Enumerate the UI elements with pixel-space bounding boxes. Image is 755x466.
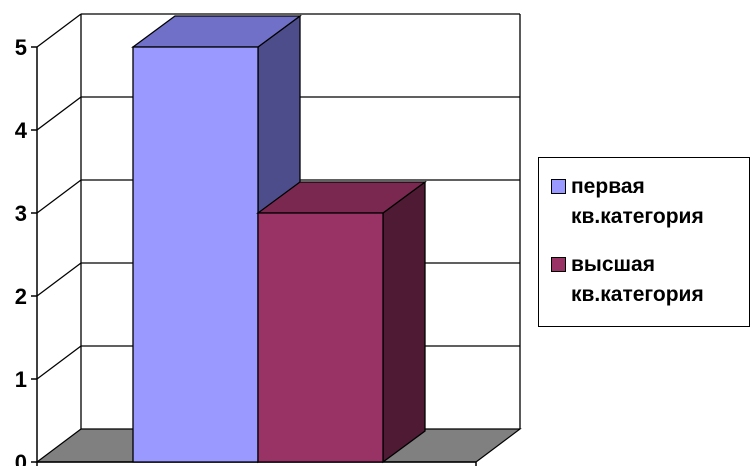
side-gridline-2: [36, 262, 82, 297]
legend-item-1: высшая кв.категория: [551, 250, 751, 310]
y-tick-label-2: 2: [15, 284, 27, 309]
side-gridline-4: [36, 96, 82, 131]
legend-item-0: первая кв.категория: [551, 172, 751, 232]
legend: первая кв.категория высшая кв.категория: [538, 157, 750, 327]
bar-side-1: [382, 180, 426, 464]
y-tick-label-0: 0: [15, 450, 27, 466]
legend-label-1: высшая кв.категория: [571, 253, 704, 306]
side-gridline-3: [36, 179, 82, 214]
y-tick-label-4: 4: [15, 118, 28, 143]
side-gridline-1: [36, 345, 82, 380]
side-gridline-5: [36, 13, 82, 48]
y-tick-label-5: 5: [15, 35, 27, 60]
legend-swatch-0: [551, 179, 566, 194]
y-tick-label-1: 1: [15, 367, 27, 392]
bar-front-1: [257, 212, 384, 463]
bar-front-0: [132, 46, 259, 463]
legend-swatch-1: [551, 257, 566, 272]
y-tick-label-3: 3: [15, 201, 27, 226]
bar-1: [256, 180, 427, 464]
legend-label-0: первая кв.категория: [571, 175, 704, 228]
